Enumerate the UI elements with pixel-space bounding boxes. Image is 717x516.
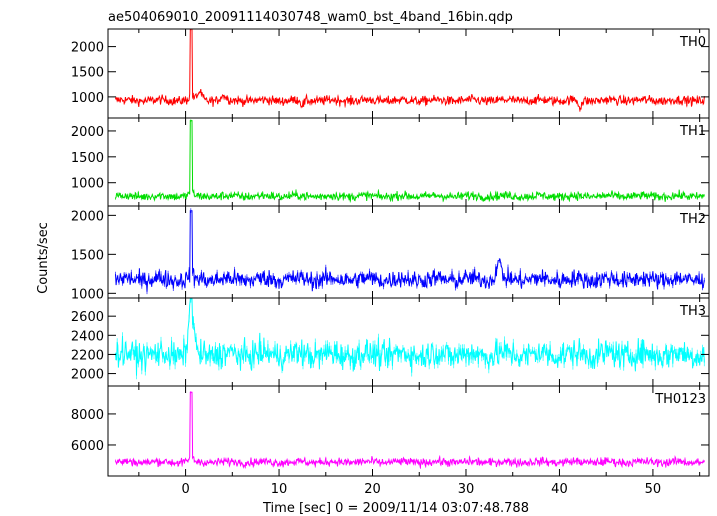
y-tick-label: 2000 — [71, 41, 104, 56]
y-tick-label: 1500 — [71, 66, 104, 81]
y-tick-label: 1500 — [71, 248, 104, 263]
series-line-th0 — [115, 28, 705, 111]
x-tick-label: 40 — [551, 482, 568, 497]
y-tick-label: 2200 — [71, 348, 104, 363]
panel-frame — [107, 385, 710, 477]
chart-title: ae504069010_20091114030748_wam0_bst_4ban… — [108, 10, 513, 25]
series-line-th3 — [115, 298, 705, 376]
panel-th0123: 6000 8000 TH0123 — [71, 385, 710, 477]
x-tick-label: 0 — [181, 482, 189, 497]
y-tick-label: 2600 — [71, 310, 104, 325]
y-tick-label: 1000 — [71, 177, 104, 192]
y-axis-label: Counts/sec — [36, 222, 51, 294]
x-tick-label: 10 — [271, 482, 288, 497]
y-tick-label: 1000 — [71, 91, 104, 106]
y-tick-label: 2000 — [71, 209, 104, 224]
panel-label-th3: TH3 — [679, 304, 706, 319]
panel-label-th0123: TH0123 — [654, 392, 706, 407]
x-axis-label: Time [sec] 0 = 2009/11/14 03:07:48.788 — [262, 501, 529, 516]
y-tick-label: 8000 — [71, 408, 104, 423]
panel-label-th1: TH1 — [679, 124, 706, 139]
y-tick-label: 2000 — [71, 368, 104, 383]
x-tick-label: 30 — [458, 482, 475, 497]
series-line-th1 — [115, 120, 705, 203]
y-tick-label: 1000 — [71, 287, 104, 302]
x-tick-label: 50 — [645, 482, 662, 497]
panel-th0: 1000 1500 2000 TH0 — [71, 28, 710, 119]
panels-group: 1000 1500 2000 TH0 1000 1500 2000 TH1 1000 1500 20… — [71, 28, 710, 497]
panel-label-th2: TH2 — [679, 212, 706, 227]
y-tick-label: 2000 — [71, 125, 104, 140]
x-tick-label: 20 — [364, 482, 381, 497]
y-tick-label: 1500 — [71, 151, 104, 166]
series-line-th2 — [115, 210, 705, 292]
panel-label-th0: TH0 — [679, 35, 706, 50]
y-tick-label: 2400 — [71, 329, 104, 344]
series-line-th0123 — [115, 391, 705, 469]
panel-th3: 2000 2200 2400 2600 TH3 — [71, 297, 710, 387]
y-tick-label: 6000 — [71, 439, 104, 454]
